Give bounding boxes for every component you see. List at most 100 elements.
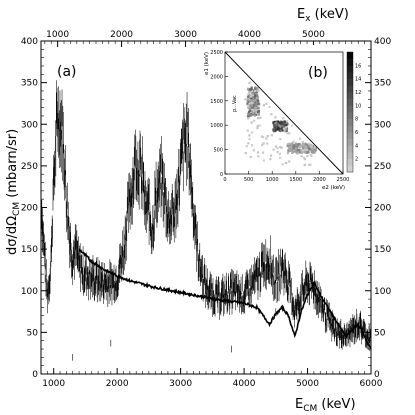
heatmap-cell [303, 143, 306, 146]
heatmap-cell [273, 129, 277, 133]
main-chart-marks [40, 80, 372, 361]
heatmap-cell [274, 122, 277, 125]
inset-y-tick-label: 2000 [210, 74, 223, 80]
heatmap-cell [250, 121, 253, 124]
heatmap-cell [275, 123, 278, 126]
heatmap-cell [266, 135, 269, 138]
heatmap-cell [311, 150, 314, 153]
heatmap-cell [269, 158, 272, 161]
heatmap-cell [248, 104, 251, 107]
y-tick-label-right: 150 [374, 245, 391, 255]
heatmap-cell [250, 86, 253, 89]
colorbar-swatch [347, 92, 353, 99]
colorbar-tick-label: 6 [355, 130, 358, 136]
heatmap-cell [255, 98, 258, 101]
heatmap-cell [283, 125, 286, 128]
heatmap-cell [300, 150, 303, 153]
heatmap-cell [262, 136, 265, 139]
heatmap-cell [274, 145, 278, 148]
heatmap-cell [285, 121, 288, 125]
heatmap-cell [255, 109, 258, 112]
heatmap-cell [288, 142, 291, 145]
heatmap-cell [278, 152, 281, 155]
heatmap-cell [279, 125, 283, 128]
heatmap-cell [247, 87, 250, 90]
heatmap-cell [305, 150, 308, 153]
heatmap-cell [278, 124, 281, 127]
colorbar-tick-label: 12 [355, 90, 361, 96]
heatmap-cell [278, 126, 281, 129]
heatmap-cell [247, 117, 250, 120]
heatmap-cell [286, 144, 289, 148]
heatmap-cell [294, 147, 297, 150]
heatmap-cell [305, 151, 308, 154]
heatmap-cell [298, 148, 301, 152]
heatmap-cell [294, 148, 297, 151]
heatmap-cell [279, 156, 282, 159]
heatmap-cell [310, 144, 313, 147]
heatmap-cell [314, 149, 317, 152]
heatmap-cell [292, 140, 295, 143]
inset-x-tick-label: 1500 [289, 177, 302, 183]
x2-tick-label: 2000 [110, 30, 133, 40]
inset-heatmap-cells [244, 81, 317, 167]
heatmap-cell [256, 87, 259, 91]
heatmap-cell [292, 147, 295, 150]
colorbar-swatch [347, 138, 353, 146]
heatmap-cell [274, 116, 277, 119]
colorbar-swatch [347, 118, 353, 126]
colorbar-frame [346, 51, 354, 173]
heatmap-cell [246, 115, 250, 118]
heatmap-cell [247, 106, 250, 109]
heatmap-cell [248, 89, 251, 92]
y-tick-label: 50 [27, 328, 39, 338]
y-tick-label-right: 100 [374, 287, 391, 297]
heatmap-cell [278, 128, 281, 131]
heatmap-cell [259, 116, 262, 119]
x2-tick-label: 3000 [174, 30, 197, 40]
heatmap-cell [255, 92, 258, 95]
series-solid-curve [78, 248, 372, 349]
heatmap-cell [254, 94, 257, 97]
colorbar-swatch [347, 125, 353, 133]
heatmap-cell [285, 129, 288, 133]
heatmap-cell [249, 88, 252, 91]
inset-colorbar: 2 4 6 8 10 12 14 16 [346, 51, 361, 173]
heatmap-cell [256, 125, 259, 128]
heatmap-cell [284, 120, 287, 123]
heatmap-cell [291, 147, 294, 150]
heatmap-cell [249, 102, 252, 105]
heatmap-cell [276, 121, 279, 124]
heatmap-cell [292, 144, 295, 148]
heatmap-cell [255, 108, 258, 111]
heatmap-cell [262, 142, 265, 145]
heatmap-cell [272, 128, 275, 131]
heatmap-cell [281, 121, 284, 124]
heatmap-cell [256, 96, 260, 99]
inset-y-tick-label: 500 [213, 148, 223, 154]
y-tick-label: 400 [21, 37, 38, 47]
heatmap-cell [301, 143, 304, 146]
heatmap-cell [291, 151, 294, 154]
heatmap-cell [253, 91, 256, 95]
heatmap-cell [254, 89, 257, 92]
heatmap-cell [253, 119, 256, 122]
heatmap-cell [309, 153, 312, 156]
heatmap-cell [251, 107, 254, 110]
heatmap-cell [256, 101, 259, 104]
heatmap-cell [299, 137, 302, 140]
heatmap-cell [282, 128, 285, 131]
heatmap-cell [265, 137, 268, 140]
heatmap-cell [285, 120, 288, 123]
heatmap-cell [251, 109, 254, 113]
colorbar-tick-label: 4 [355, 143, 358, 149]
heatmap-cell [257, 89, 260, 92]
inset-x-tick-label: 2000 [313, 177, 326, 183]
heatmap-cell [282, 122, 285, 125]
inset-y-tick-label: 2500 [210, 50, 223, 56]
colorbar-tick-label: 8 [355, 117, 358, 123]
heatmap-cell [303, 146, 306, 149]
colorbar-tick-label: 14 [355, 77, 361, 83]
heatmap-cell [295, 146, 298, 149]
heatmap-cell [282, 127, 285, 130]
